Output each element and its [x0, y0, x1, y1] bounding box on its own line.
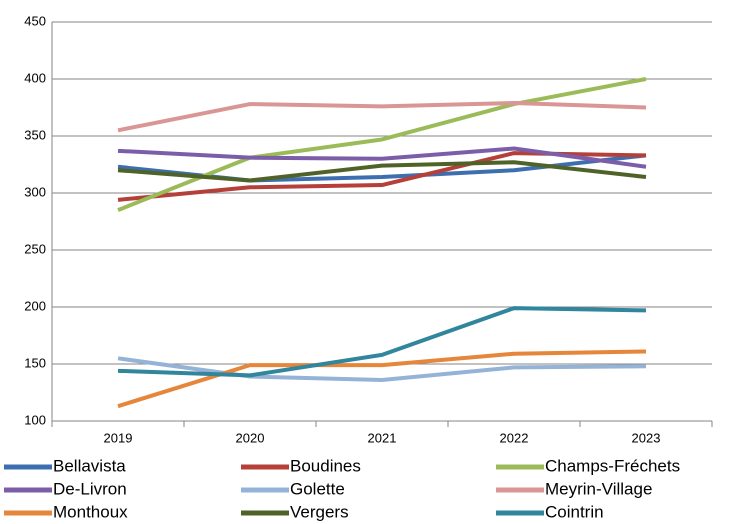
x-tick-label: 2019	[104, 430, 133, 445]
series-line	[117, 349, 647, 409]
y-tick-label: 400	[24, 70, 46, 85]
legend-label: Vergers	[290, 502, 349, 521]
legend-label: Bellavista	[53, 456, 126, 475]
y-tick-label: 200	[24, 298, 46, 313]
legend-label: Boudines	[290, 456, 361, 475]
y-tick-label: 300	[24, 184, 46, 199]
y-tick-label: 350	[24, 127, 46, 142]
series-line	[117, 306, 647, 378]
x-tick-label: 2020	[236, 430, 265, 445]
series-line	[117, 100, 647, 133]
series-line	[117, 356, 647, 382]
legend-label: Champs-Fréchets	[545, 456, 680, 475]
legend-label: Cointrin	[545, 502, 604, 521]
legend-label: Monthoux	[53, 502, 128, 521]
y-tick-label: 450	[24, 13, 46, 28]
series-line	[117, 160, 647, 183]
y-tick-label: 150	[24, 355, 46, 370]
legend-label: Golette	[290, 479, 345, 498]
legend-label: Meyrin-Village	[545, 479, 652, 498]
legend-label: De-Livron	[53, 479, 127, 498]
x-tick-label: 2021	[368, 430, 397, 445]
series-line	[117, 146, 647, 169]
x-tick-label: 2022	[500, 430, 529, 445]
y-tick-label: 100	[24, 412, 46, 427]
x-tick-label: 2023	[632, 430, 661, 445]
y-tick-label: 250	[24, 241, 46, 256]
